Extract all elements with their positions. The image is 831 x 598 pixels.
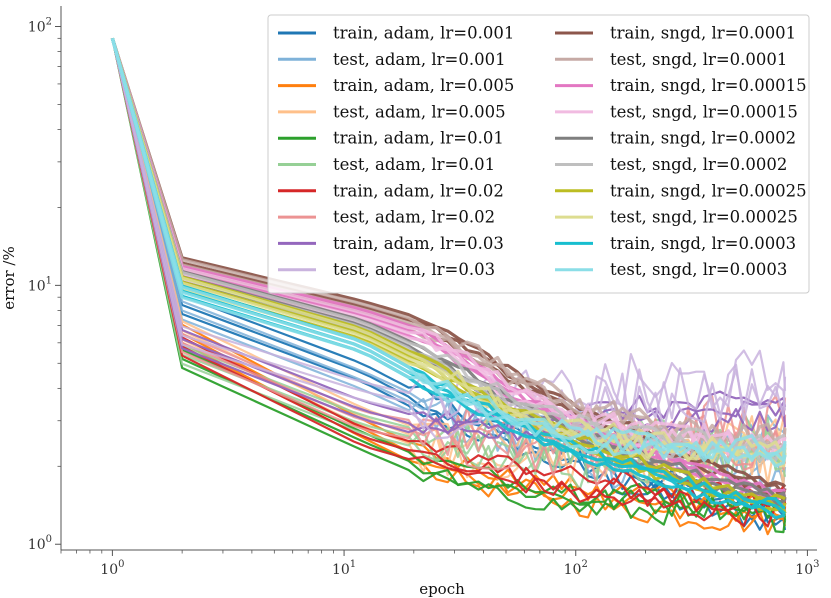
legend-item: test, sngd, lr=0.0002: [555, 155, 787, 174]
axes-layer: 100 101 102 103 100 101 102: [28, 6, 820, 578]
x-tick-label: 100: [100, 559, 124, 578]
legend-label: train, sngd, lr=0.0002: [610, 129, 796, 148]
y-tick-label: 100: [28, 534, 52, 553]
legend-item: test, adam, lr=0.005: [278, 102, 506, 121]
x-tick-label: 101: [332, 559, 356, 578]
y-tick-label: 102: [28, 16, 52, 35]
legend-item: test, adam, lr=0.001: [278, 50, 506, 69]
legend-label: test, sngd, lr=0.0003: [610, 260, 787, 279]
x-tick-label: 103: [795, 559, 819, 578]
legend: train, adam, lr=0.001 test, adam, lr=0.00…: [267, 14, 810, 294]
legend-label: train, adam, lr=0.001: [333, 24, 514, 43]
legend-item: train, adam, lr=0.005: [278, 76, 514, 95]
legend-label: train, sngd, lr=0.00025: [610, 181, 807, 200]
series-line: [110, 37, 786, 502]
y-axis-label: error /%: [0, 246, 18, 310]
legend-item: test, sngd, lr=0.00015: [555, 102, 798, 121]
legend-label: test, adam, lr=0.03: [333, 260, 495, 279]
legend-item: test, sngd, lr=0.00025: [555, 208, 798, 227]
legend-item: train, adam, lr=0.01: [278, 129, 504, 148]
series-line: [111, 38, 787, 513]
legend-item: train, sngd, lr=0.0001: [555, 24, 796, 43]
x-axis-label: epoch: [419, 580, 465, 598]
legend-label: test, sngd, lr=0.00025: [610, 208, 798, 227]
series-line: [110, 37, 787, 457]
legend-label: train, adam, lr=0.01: [333, 129, 504, 148]
series-line: [110, 37, 787, 462]
legend-label: train, adam, lr=0.005: [333, 76, 514, 95]
legend-item: train, sngd, lr=0.00025: [555, 181, 807, 200]
legend-label: train, adam, lr=0.02: [333, 181, 504, 200]
legend-label: test, sngd, lr=0.0002: [610, 155, 787, 174]
legend-item: train, adam, lr=0.001: [278, 24, 514, 43]
legend-label: test, adam, lr=0.005: [333, 102, 506, 121]
legend-item: test, adam, lr=0.01: [278, 155, 495, 174]
y-tick-label: 101: [28, 275, 52, 294]
legend-label: test, sngd, lr=0.00015: [610, 102, 798, 121]
series-line: [110, 37, 787, 468]
legend-item: train, sngd, lr=0.00015: [555, 76, 807, 95]
legend-item: train, adam, lr=0.02: [278, 181, 504, 200]
legend-label: test, sngd, lr=0.0001: [610, 50, 787, 69]
legend-label: test, adam, lr=0.01: [333, 155, 495, 174]
series-20: [110, 37, 787, 468]
legend-label: train, sngd, lr=0.00015: [610, 76, 807, 95]
series-line: [111, 38, 787, 536]
x-tick-label: 102: [564, 559, 588, 578]
legend-label: train, adam, lr=0.03: [333, 234, 504, 253]
series-line: [111, 38, 787, 521]
legend-label: test, adam, lr=0.02: [333, 208, 495, 227]
series-line: [111, 38, 787, 534]
legend-item: train, adam, lr=0.03: [278, 234, 504, 253]
series-line: [111, 38, 787, 420]
legend-item: test, adam, lr=0.02: [278, 208, 495, 227]
legend-label: test, adam, lr=0.001: [333, 50, 506, 69]
legend-item: test, sngd, lr=0.0001: [555, 50, 787, 69]
legend-box: [267, 14, 810, 294]
legend-label: train, sngd, lr=0.0001: [610, 24, 796, 43]
legend-item: test, adam, lr=0.03: [278, 260, 495, 279]
legend-item: train, sngd, lr=0.0002: [555, 129, 796, 148]
legend-item: test, sngd, lr=0.0003: [555, 260, 787, 279]
series-layer: [110, 37, 787, 536]
legend-label: train, sngd, lr=0.0003: [610, 234, 796, 253]
legend-item: train, sngd, lr=0.0003: [555, 234, 796, 253]
